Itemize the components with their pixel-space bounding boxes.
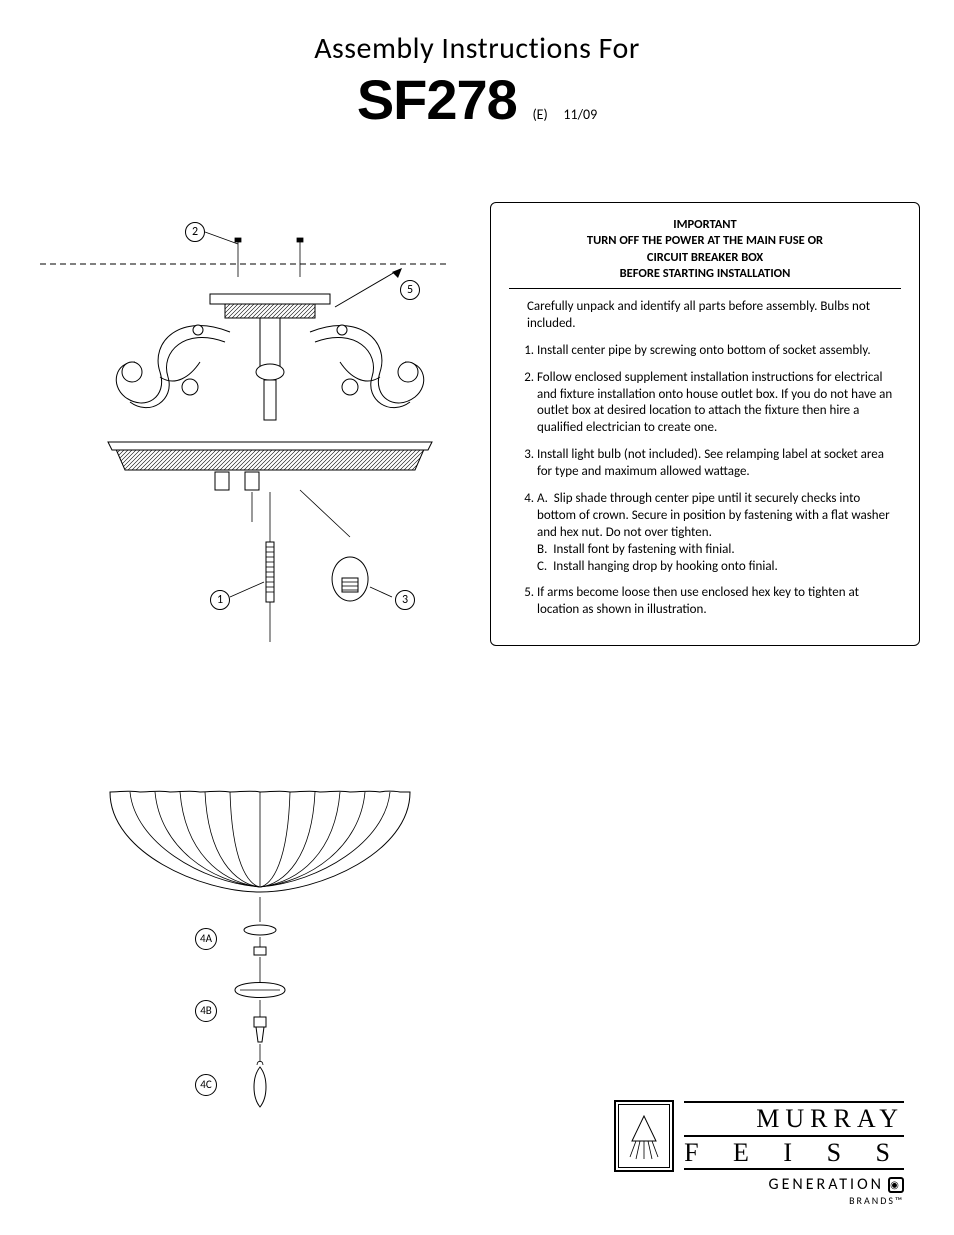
- step-5: If arms become loose then use enclosed h…: [537, 585, 901, 619]
- title-row: SF278 (E) 11/09: [0, 67, 954, 132]
- step-4: A. Slip shade through center pipe until …: [537, 491, 901, 575]
- step-3: Install light bulb (not included). See r…: [537, 447, 901, 481]
- brand-logo-block: MURRAY F E I S S GENERATION ◉ BRANDS™: [614, 1099, 904, 1207]
- sub-brand: GENERATION ◉: [614, 1175, 904, 1194]
- exploded-diagram: 2 5 1 3 4A 4B 4C: [0, 202, 490, 1122]
- step-1: Install center pipe by screwing onto bot…: [537, 343, 901, 360]
- brand-icon: [614, 1100, 674, 1172]
- callout-4a: 4A: [195, 928, 217, 950]
- callout-3: 3: [395, 590, 415, 610]
- step-list: Install center pipe by screwing onto bot…: [537, 343, 901, 619]
- lamp-icon: [624, 1111, 664, 1161]
- gb-icon: ◉: [888, 1177, 904, 1193]
- callout-1: 1: [210, 590, 230, 610]
- callout-2: 2: [185, 222, 205, 242]
- step-4c: C. Install hanging drop by hooking onto …: [537, 559, 897, 576]
- callout-5: 5: [400, 280, 420, 300]
- callout-4c: 4C: [195, 1074, 217, 1096]
- model-number: SF278: [357, 67, 517, 132]
- revision-date: 11/09: [563, 106, 597, 123]
- title-pretext: Assembly Instructions For: [0, 30, 954, 67]
- warning-l1: IMPORTANT: [509, 217, 901, 233]
- step-2: Follow enclosed supplement installation …: [537, 370, 901, 438]
- warning-l4: BEFORE STARTING INSTALLATION: [509, 266, 901, 282]
- callout-4b: 4B: [195, 1000, 217, 1022]
- revision-code: (E): [532, 106, 547, 123]
- instruction-box: IMPORTANT TURN OFF THE POWER AT THE MAIN…: [490, 202, 920, 646]
- generation-text: GENERATION: [769, 1175, 885, 1194]
- brand-line2: F E I S S: [684, 1139, 904, 1166]
- sub-brand-line2: BRANDS™: [614, 1194, 904, 1207]
- brand-name: MURRAY F E I S S: [684, 1099, 904, 1172]
- step-4a: A. Slip shade through center pipe until …: [537, 491, 897, 542]
- title-block: Assembly Instructions For SF278 (E) 11/0…: [0, 0, 954, 132]
- brand-line1: MURRAY: [684, 1105, 904, 1132]
- warning-l2: TURN OFF THE POWER AT THE MAIN FUSE OR: [509, 233, 901, 249]
- step-4b: B. Install font by fastening with finial…: [537, 542, 897, 559]
- warning-header: IMPORTANT TURN OFF THE POWER AT THE MAIN…: [509, 217, 901, 289]
- lower-assembly-svg: [80, 762, 440, 1132]
- warning-l3: CIRCUIT BREAKER BOX: [509, 250, 901, 266]
- intro-text: Carefully unpack and identify all parts …: [527, 299, 901, 333]
